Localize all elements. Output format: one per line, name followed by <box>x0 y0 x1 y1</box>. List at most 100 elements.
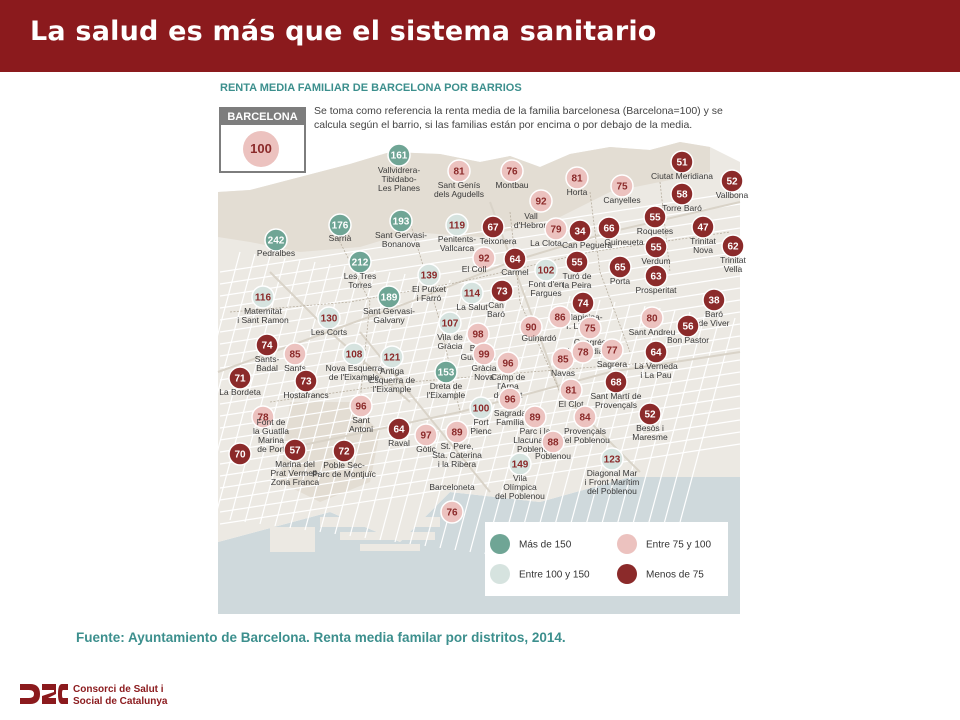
neighborhood-label: Marina del Prat Vermell-Zona Franca <box>270 459 319 487</box>
neighborhood-circle <box>638 402 662 426</box>
neighborhood-circle <box>380 345 404 369</box>
neighborhood-circle <box>438 311 462 335</box>
legend-swatch <box>617 564 637 584</box>
neighborhood-label: Canyelles <box>603 195 640 205</box>
logo-text: Consorci de Salut i Social de Catalunya <box>73 684 167 708</box>
neighborhood-label: Pedralbes <box>257 248 295 258</box>
neighborhood-marker: 161 Vallvidrera-Tibidabo-Les Planes <box>378 143 421 193</box>
legend-item: Menos de 75 <box>617 564 704 584</box>
neighborhood-marker: 64 Raval <box>387 417 411 448</box>
neighborhood-label: Sant Martí de Provençals <box>590 391 641 410</box>
neighborhood-label: La Salut <box>456 302 488 312</box>
neighborhood-circle <box>472 246 496 270</box>
neighborhood-label: Maternitat i Sant Ramon <box>237 306 289 325</box>
neighborhood-marker: 97 Gòtic <box>414 423 438 454</box>
legend-swatch <box>490 534 510 554</box>
neighborhood-label: Bon Pastor <box>667 335 709 345</box>
neighborhood-marker: 89 Parc i la Llacuna del Poblenou <box>513 405 557 454</box>
neighborhood-value: 193 <box>393 217 410 228</box>
neighborhood-circle <box>544 217 568 241</box>
neighborhood-marker: 149 Vila Olímpica del Poblenou <box>495 452 545 501</box>
neighborhood-circle <box>600 338 624 362</box>
reference-note: Se toma como referencia la renta media d… <box>314 105 723 131</box>
neighborhood-label: Barceloneta <box>429 482 475 492</box>
neighborhood-value: 68 <box>610 378 622 389</box>
neighborhood-value: 47 <box>697 223 709 234</box>
neighborhood-value: 90 <box>525 323 537 334</box>
neighborhood-circle <box>251 285 275 309</box>
neighborhood-value: 116 <box>255 293 272 304</box>
neighborhood-marker: 96 Sagrada Família <box>494 387 526 427</box>
neighborhood-marker: 65 Porta <box>608 255 632 286</box>
neighborhood-label: Vallvidrera-Tibidabo-Les Planes <box>378 165 421 193</box>
neighborhood-circle <box>565 250 589 274</box>
neighborhood-marker: 212 Les Tres Torres <box>344 250 376 290</box>
neighborhood-value: 149 <box>512 460 529 471</box>
neighborhood-marker: 67 Teixonera <box>480 215 517 246</box>
neighborhood-marker: 66 Guineueta <box>597 216 644 247</box>
neighborhood-value: 121 <box>384 353 401 364</box>
neighborhood-circle <box>571 340 595 364</box>
neighborhood-value: 81 <box>565 386 577 397</box>
neighborhood-circle <box>568 219 592 243</box>
neighborhood-circle <box>447 159 471 183</box>
neighborhood-circle <box>702 288 726 312</box>
neighborhood-label: Sants-Badal <box>255 354 280 373</box>
neighborhood-marker: 153 Dreta de l'Eixample <box>427 360 466 400</box>
neighborhood-label: La Verneda i La Pau <box>634 361 678 380</box>
neighborhood-value: 75 <box>584 324 596 335</box>
neighborhood-label: St. Pere, Sta. Caterina i la Ribera <box>432 441 482 469</box>
neighborhood-circle <box>317 306 341 330</box>
neighborhood-circle <box>523 405 547 429</box>
neighborhood-circle <box>610 174 634 198</box>
neighborhood-circle <box>469 396 493 420</box>
neighborhood-value: 98 <box>472 330 484 341</box>
neighborhood-marker: 56 Bon Pastor <box>667 314 709 345</box>
neighborhood-marker: 80 Sant Andreu <box>629 306 676 337</box>
neighborhood-marker: 55 Verdum <box>641 235 671 266</box>
neighborhood-marker: 55 Roquetes <box>637 205 673 236</box>
neighborhood-circle <box>481 215 505 239</box>
neighborhood-value: 119 <box>449 221 466 232</box>
neighborhood-value: 123 <box>604 455 621 466</box>
neighborhood-marker: 72 Poble Sec-Parc de Montjuïc <box>312 439 377 479</box>
neighborhood-marker: 78 <box>571 340 595 364</box>
neighborhood-marker: 89 St. Pere, Sta. Caterina i la Ribera <box>432 420 482 469</box>
neighborhood-label: Antiga Esquerra de l'Eixample <box>369 366 416 394</box>
neighborhood-value: 161 <box>391 151 408 162</box>
neighborhood-marker: 79 La Clota <box>530 217 568 248</box>
neighborhood-circle <box>573 405 597 429</box>
neighborhood-circle <box>445 420 469 444</box>
neighborhood-circle <box>417 263 441 287</box>
neighborhood-circle <box>565 166 589 190</box>
neighborhood-label: Penitents-Vallcarca <box>438 234 476 253</box>
neighborhood-circle <box>255 333 279 357</box>
neighborhood-label: Sant Gervasi-Galvany <box>363 306 415 325</box>
neighborhood-label: Navas <box>551 368 575 378</box>
neighborhood-label: Font de la Guatlla Marina de Port <box>253 417 289 454</box>
neighborhood-circle <box>548 305 572 329</box>
neighborhood-label: Teixonera <box>480 236 517 246</box>
neighborhood-marker: 64 La Verneda i La Pau <box>634 340 678 380</box>
neighborhood-value: 108 <box>346 350 363 361</box>
logo-line-1: Consorci de Salut i <box>73 684 164 695</box>
neighborhood-label: Les Corts <box>311 327 347 337</box>
neighborhood-circle <box>720 169 744 193</box>
neighborhood-value: 89 <box>529 413 541 424</box>
csc-logo-icon <box>20 684 68 704</box>
neighborhood-marker: 77 Sagrera <box>597 338 627 369</box>
neighborhood-marker: 193 Sant Gervasi-Bonanova <box>375 209 427 249</box>
neighborhood-value: 74 <box>577 299 589 310</box>
neighborhood-value: 79 <box>550 225 562 236</box>
neighborhood-label: Sants <box>284 363 306 373</box>
neighborhood-label: Sagrada Família <box>494 408 526 427</box>
legend-label: Menos de 75 <box>646 570 704 581</box>
neighborhood-value: 99 <box>478 350 490 361</box>
neighborhood-circle <box>434 360 458 384</box>
neighborhood-label: Sant Genís dels Agudells <box>434 180 484 199</box>
neighborhood-value: 77 <box>606 346 618 357</box>
neighborhood-value: 66 <box>603 224 615 235</box>
neighborhood-circle <box>328 213 352 237</box>
